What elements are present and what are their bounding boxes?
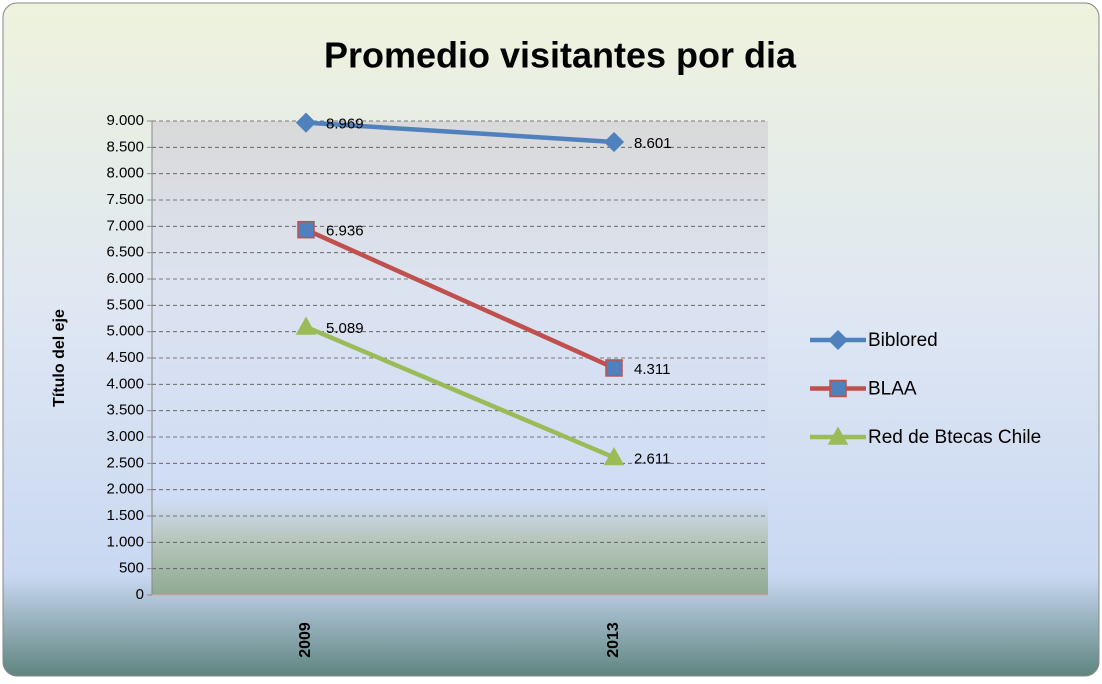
x-tick-label: 2013 bbox=[605, 622, 622, 658]
y-tick-label: 6.000 bbox=[106, 270, 144, 287]
data-point bbox=[297, 220, 315, 239]
legend-label: Red de Btecas Chile bbox=[868, 427, 1041, 448]
data-label: 6.936 bbox=[326, 223, 364, 240]
legend-label: BLAA bbox=[868, 379, 917, 400]
y-tick-label: 7.000 bbox=[106, 217, 144, 234]
legend-label: Biblored bbox=[868, 330, 938, 351]
series-line bbox=[305, 324, 615, 460]
series-line bbox=[305, 227, 615, 371]
y-tick-label: 0 bbox=[136, 586, 144, 603]
y-tick-label: 3.500 bbox=[106, 402, 144, 419]
y-tick-label: 2.000 bbox=[106, 481, 144, 498]
legend-marker bbox=[829, 379, 847, 398]
y-tick-label: 1.500 bbox=[106, 507, 144, 524]
y-tick-label: 500 bbox=[119, 560, 144, 577]
x-tick-label: 2009 bbox=[297, 622, 314, 658]
y-tick-label: 6.500 bbox=[106, 244, 144, 261]
y-axis-title: Título del eje bbox=[51, 309, 68, 407]
data-point bbox=[603, 131, 625, 153]
y-tick-label: 8.000 bbox=[106, 165, 144, 182]
data-point bbox=[603, 446, 625, 466]
y-tick-label: 9.000 bbox=[106, 112, 144, 129]
data-label: 4.311 bbox=[634, 361, 670, 378]
data-label: 8.969 bbox=[326, 116, 364, 133]
data-point bbox=[295, 316, 317, 335]
y-tick-label: 5.500 bbox=[106, 296, 144, 313]
y-tick-label: 3.000 bbox=[106, 428, 144, 445]
legend-marker bbox=[827, 329, 849, 351]
y-tick-label: 2.500 bbox=[106, 454, 144, 471]
series-line bbox=[305, 120, 615, 145]
y-tick-label: 4.500 bbox=[106, 349, 144, 366]
legend-marker bbox=[827, 426, 849, 445]
data-point bbox=[295, 112, 317, 133]
data-label: 8.601 bbox=[634, 135, 672, 152]
y-tick-label: 8.500 bbox=[106, 138, 144, 155]
data-point bbox=[605, 359, 623, 377]
data-label: 2.611 bbox=[634, 450, 670, 467]
y-tick-label: 5.000 bbox=[106, 323, 144, 340]
chart-title: Promedio visitantes por dia bbox=[324, 35, 797, 76]
y-tick-label: 1.000 bbox=[106, 533, 144, 550]
y-tick-label: 4.000 bbox=[106, 375, 144, 392]
y-tick-label: 7.500 bbox=[106, 191, 144, 208]
data-label: 5.089 bbox=[326, 320, 364, 337]
